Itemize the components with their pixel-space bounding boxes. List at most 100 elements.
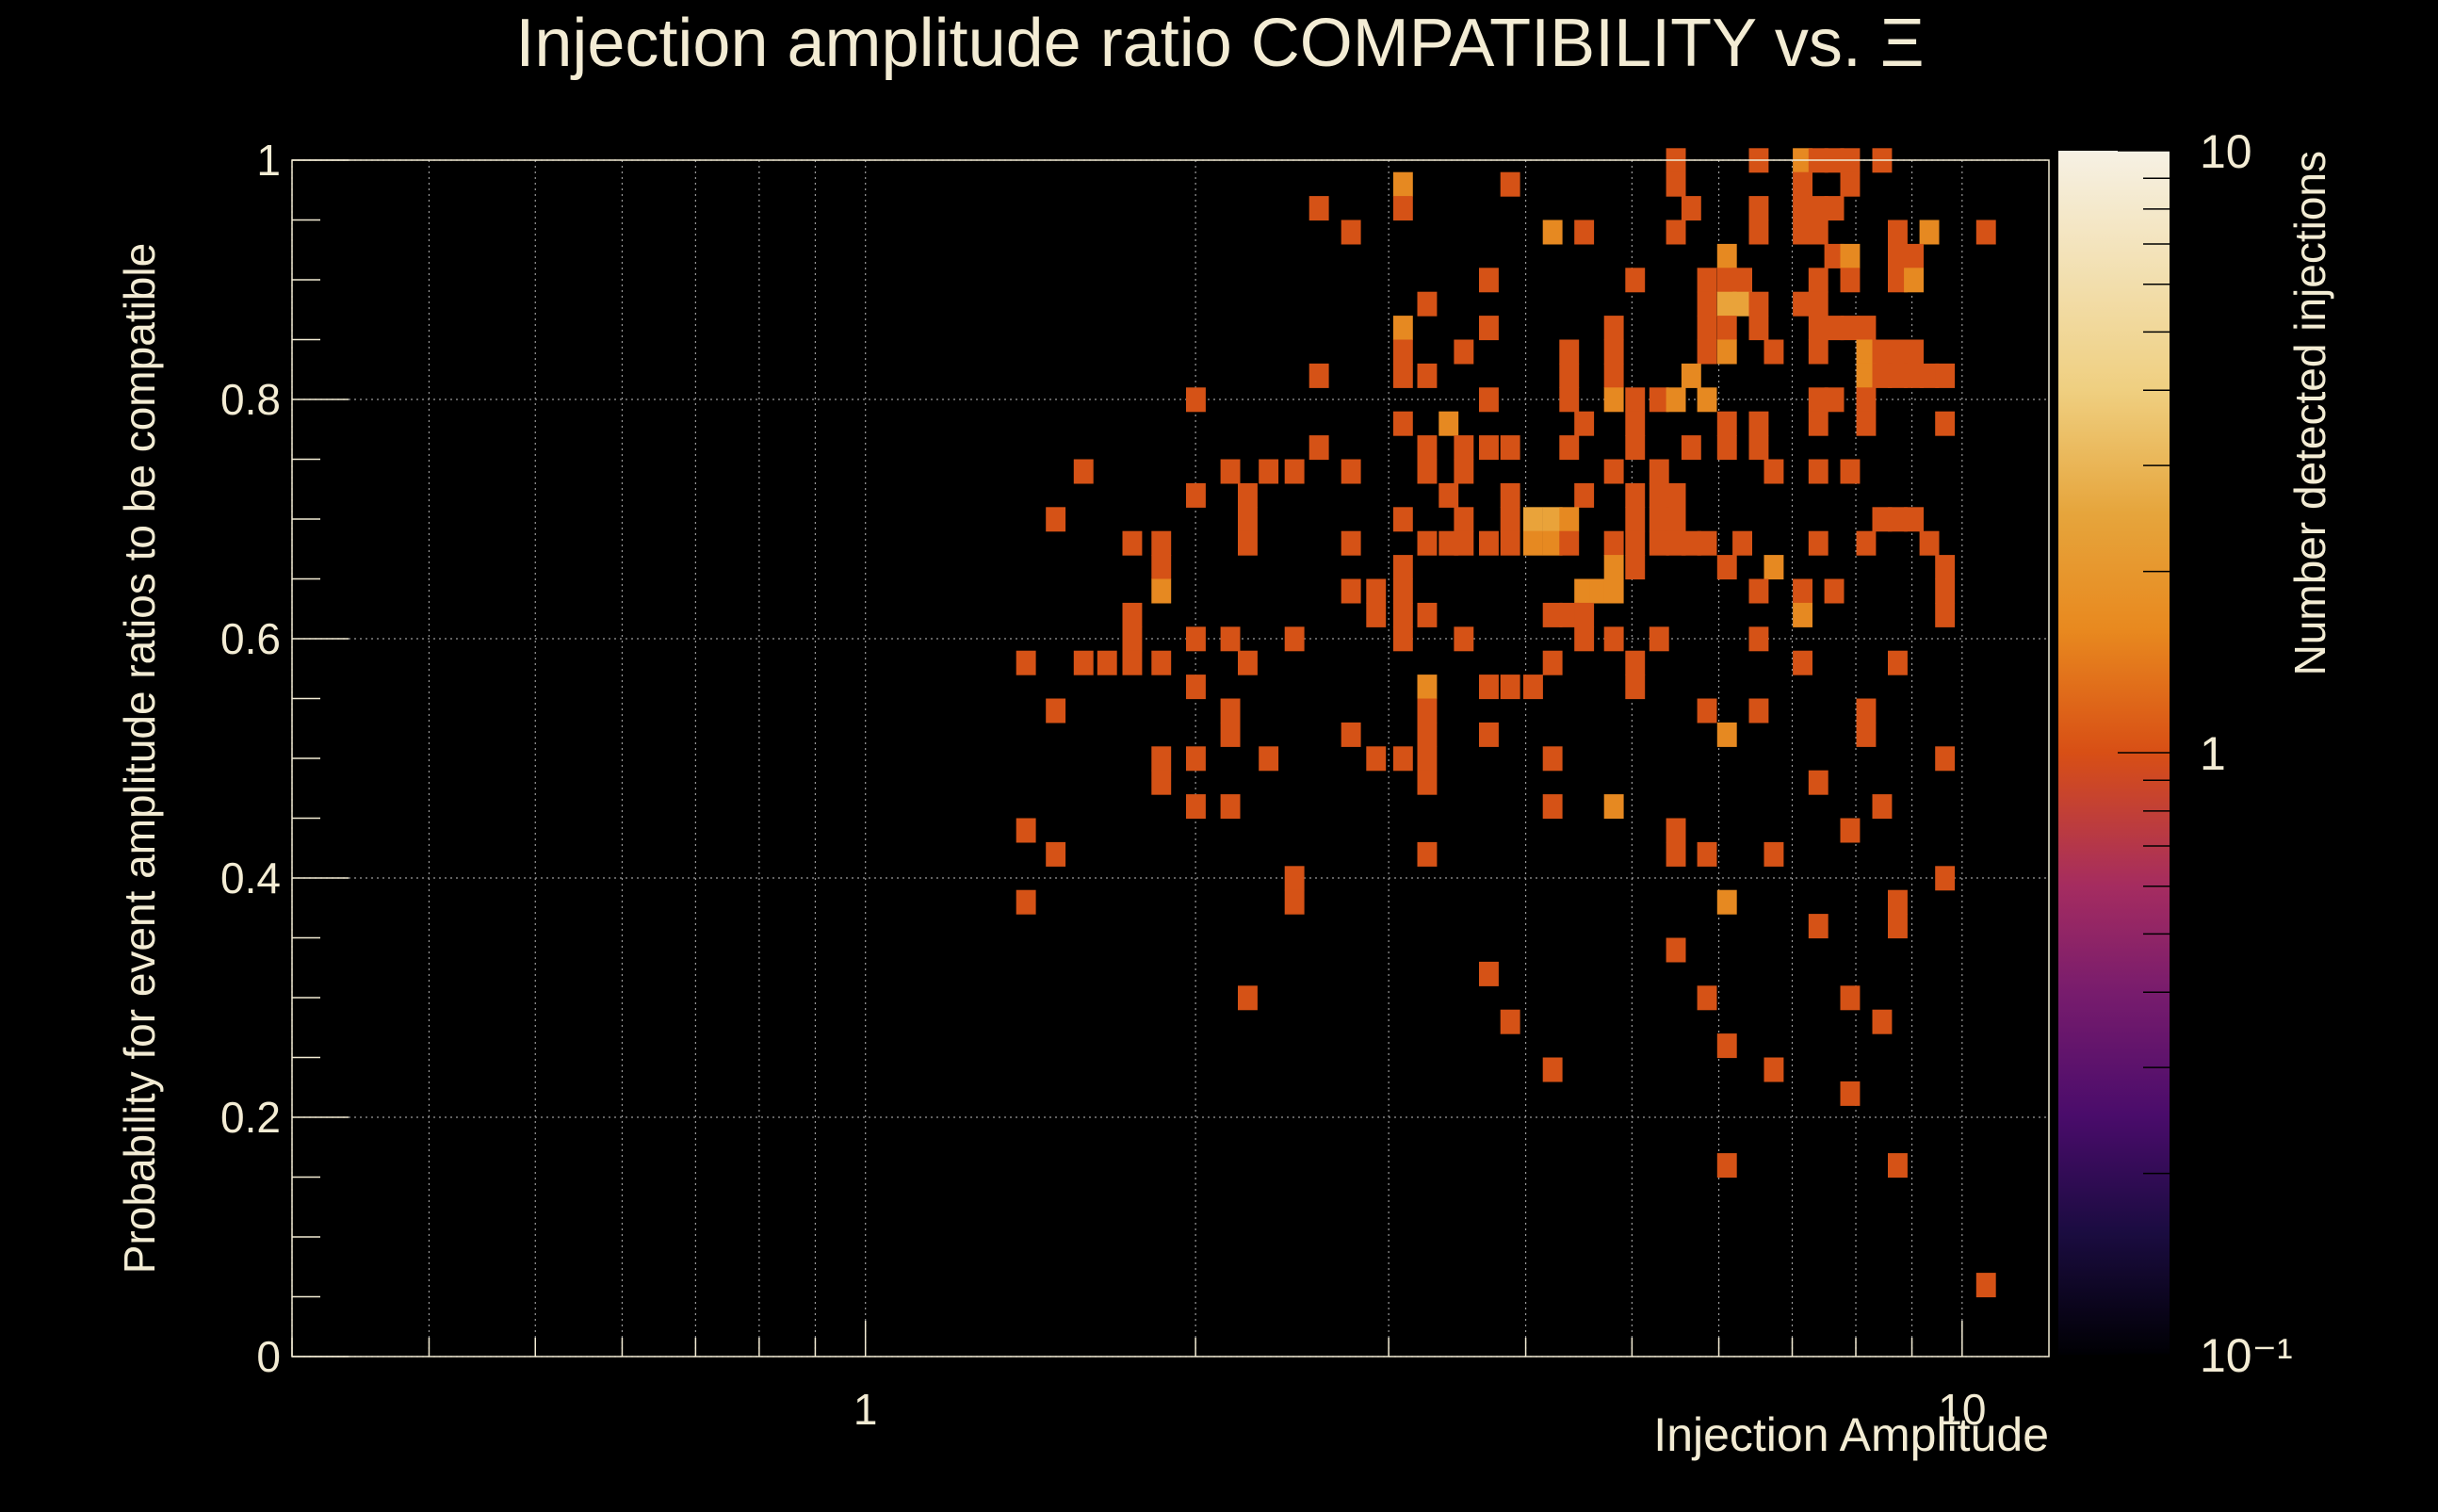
heatmap-bin: [1697, 841, 1717, 867]
heatmap-bin: [1824, 387, 1845, 413]
heatmap-bin: [1697, 985, 1717, 1011]
heatmap-bin: [1559, 435, 1580, 461]
heatmap-bin: [1500, 482, 1520, 508]
heatmap-bin: [1500, 675, 1520, 700]
heatmap-bin: [1763, 339, 1784, 365]
heatmap-bin: [1904, 268, 1924, 293]
heatmap-bin: [1542, 794, 1563, 820]
heatmap-bin: [1888, 339, 1908, 365]
heatmap-bin: [1716, 555, 1737, 580]
heatmap-bin: [1220, 794, 1241, 820]
y-tick-label: 1: [256, 136, 281, 185]
heatmap-bin: [1975, 1273, 1996, 1298]
heatmap-bin: [1603, 530, 1624, 556]
heatmap-bin: [1649, 387, 1669, 413]
heatmap-bin: [1016, 889, 1036, 915]
heatmap-bin: [1559, 387, 1580, 413]
heatmap-bin: [1366, 578, 1387, 604]
heatmap-bin: [1732, 530, 1752, 556]
heatmap-bin: [1748, 626, 1769, 652]
heatmap-bin: [1748, 291, 1769, 317]
heatmap-bin: [1888, 363, 1908, 388]
heatmap-bin: [1151, 746, 1172, 772]
heatmap-bin: [1479, 435, 1499, 461]
heatmap-bin: [1151, 770, 1172, 795]
tick-labels: 1 10 0 0.2 0.4 0.6 0.8 1: [220, 136, 1986, 1434]
heatmap-bin: [1904, 339, 1924, 365]
heatmap-bin: [1625, 555, 1646, 580]
heatmap-bin: [1840, 171, 1861, 197]
heatmap-bin: [1888, 1153, 1908, 1179]
heatmap-bin: [1574, 578, 1595, 604]
heatmap-bin: [1840, 1081, 1861, 1106]
heatmap-bin: [1625, 268, 1646, 293]
heatmap-bin: [1392, 578, 1413, 604]
heatmap-bin: [1748, 435, 1769, 461]
heatmap-bin: [1840, 459, 1861, 484]
heatmap-bin: [1542, 602, 1563, 627]
heatmap-bin: [1523, 530, 1543, 556]
heatmap-bin: [1935, 866, 1956, 891]
heatmap-bin: [1872, 363, 1893, 388]
heatmap-bin: [1417, 746, 1438, 772]
heatmap-bin: [1681, 196, 1701, 221]
heatmap-bin: [1808, 268, 1828, 293]
heatmap-bin: [1888, 914, 1908, 939]
heatmap-bin: [1238, 650, 1258, 675]
heatmap-bin: [1454, 435, 1474, 461]
y-tick-label: 0.8: [220, 375, 281, 424]
heatmap-bin: [1935, 363, 1956, 388]
heatmap-bin: [1574, 219, 1595, 245]
heatmap-bin: [1454, 530, 1474, 556]
heatmap-bin: [1603, 555, 1624, 580]
heatmap-bin: [1603, 363, 1624, 388]
heatmap-bin: [1748, 698, 1769, 723]
heatmap-bin: [1151, 578, 1172, 604]
heatmap-bin: [1073, 650, 1094, 675]
colorbar-labels: 10 1 10⁻¹: [2200, 125, 2293, 1382]
heatmap-bin: [1763, 841, 1784, 867]
heatmap-bin: [1392, 411, 1413, 436]
heatmap-bin: [1808, 339, 1828, 365]
heatmap-bin: [1542, 1057, 1563, 1082]
heatmap-bin: [1151, 530, 1172, 556]
heatmap-bin: [1666, 818, 1686, 843]
y-tick-label: 0.4: [220, 854, 281, 902]
heatmap-bin: [1186, 482, 1206, 508]
heatmap-bin: [1073, 459, 1094, 484]
heatmap-bin: [1793, 650, 1812, 675]
heatmap-bin: [1366, 746, 1387, 772]
chart-title: Injection amplitude ratio COMPATIBILITY …: [515, 6, 1924, 81]
heatmap-bin: [1732, 291, 1752, 317]
heatmap-bin: [1417, 530, 1438, 556]
heatmap-bin: [1151, 555, 1172, 580]
heatmap-bin: [1238, 482, 1258, 508]
heatmap-bin: [1649, 507, 1669, 532]
heatmap-bin: [1856, 339, 1877, 365]
heatmap-bin: [1716, 411, 1737, 436]
heatmap-bin: [1479, 316, 1499, 341]
heatmap-bin: [1341, 578, 1361, 604]
heatmap-bin: [1697, 530, 1717, 556]
heatmap-bin: [1888, 219, 1908, 245]
heatmap-bin: [1793, 171, 1812, 197]
heatmap-bin: [1454, 507, 1474, 532]
heatmap-bin: [1666, 841, 1686, 867]
heatmap-bin: [1341, 530, 1361, 556]
heatmap-bin: [1666, 482, 1686, 508]
heatmap-bin: [1697, 268, 1717, 293]
heatmap-bin: [1808, 291, 1828, 317]
heatmap-bin: [1417, 291, 1438, 317]
heatmap-bin: [1186, 675, 1206, 700]
heatmap-bins: [1016, 148, 1996, 1298]
heatmap-bin: [1479, 268, 1499, 293]
heatmap-bin: [1500, 1009, 1520, 1034]
heatmap-bin: [1919, 530, 1940, 556]
heatmap-bin: [1935, 411, 1956, 436]
heatmap-bin: [1666, 530, 1686, 556]
heatmap-bin: [1500, 507, 1520, 532]
colorbar-label: Number detected injections: [2285, 151, 2334, 675]
heatmap-bin: [1238, 530, 1258, 556]
heatmap-bin: [1046, 841, 1066, 867]
